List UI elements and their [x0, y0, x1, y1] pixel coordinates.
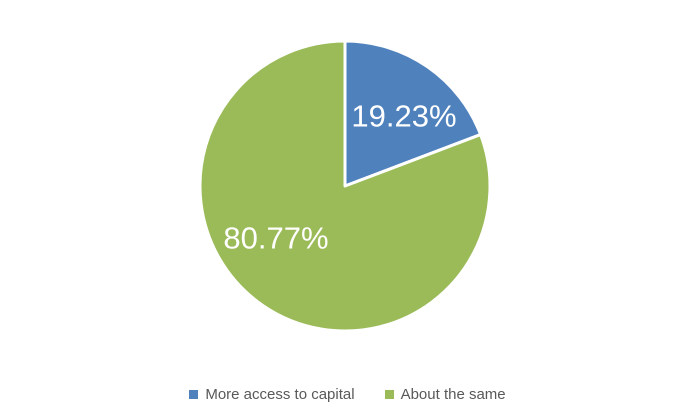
- slice-data-label-about-the-same: 80.77%: [223, 221, 328, 256]
- pie-slice-more-access-to-capital: [343, 39, 483, 188]
- legend-swatch-blue-icon: [189, 390, 199, 399]
- legend-item-more-access-to-capital: More access to capital: [189, 386, 355, 403]
- legend-label-more-access-to-capital: More access to capital: [205, 386, 355, 403]
- legend-item-about-the-same: About the same: [384, 386, 506, 403]
- chart-legend: More access to capital About the same: [0, 386, 695, 403]
- legend-swatch-green-icon: [384, 390, 394, 399]
- slice-data-label-more-access-to-capital: 19.23%: [351, 99, 456, 134]
- pie-slice-about-the-same: [198, 39, 492, 333]
- legend-label-about-the-same: About the same: [400, 386, 506, 403]
